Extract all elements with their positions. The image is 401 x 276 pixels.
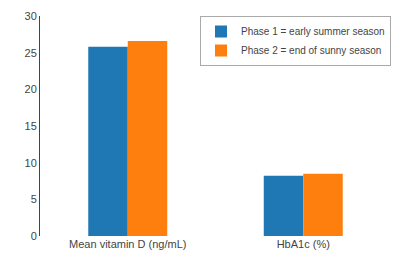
svg-text:Phase 1 = early summer season: Phase 1 = early summer season: [241, 26, 385, 37]
svg-text:Phase 2 = end of sunny season: Phase 2 = end of sunny season: [241, 45, 381, 56]
svg-text:0: 0: [31, 230, 37, 242]
svg-text:30: 30: [25, 10, 37, 22]
svg-text:10: 10: [25, 157, 37, 169]
svg-text:HbA1c (%): HbA1c (%): [277, 238, 330, 250]
svg-text:20: 20: [25, 83, 37, 95]
svg-text:15: 15: [25, 120, 37, 132]
svg-text:Mean vitamin D (ng/mL): Mean vitamin D (ng/mL): [69, 238, 186, 250]
svg-text:5: 5: [31, 193, 37, 205]
svg-text:25: 25: [25, 47, 37, 59]
